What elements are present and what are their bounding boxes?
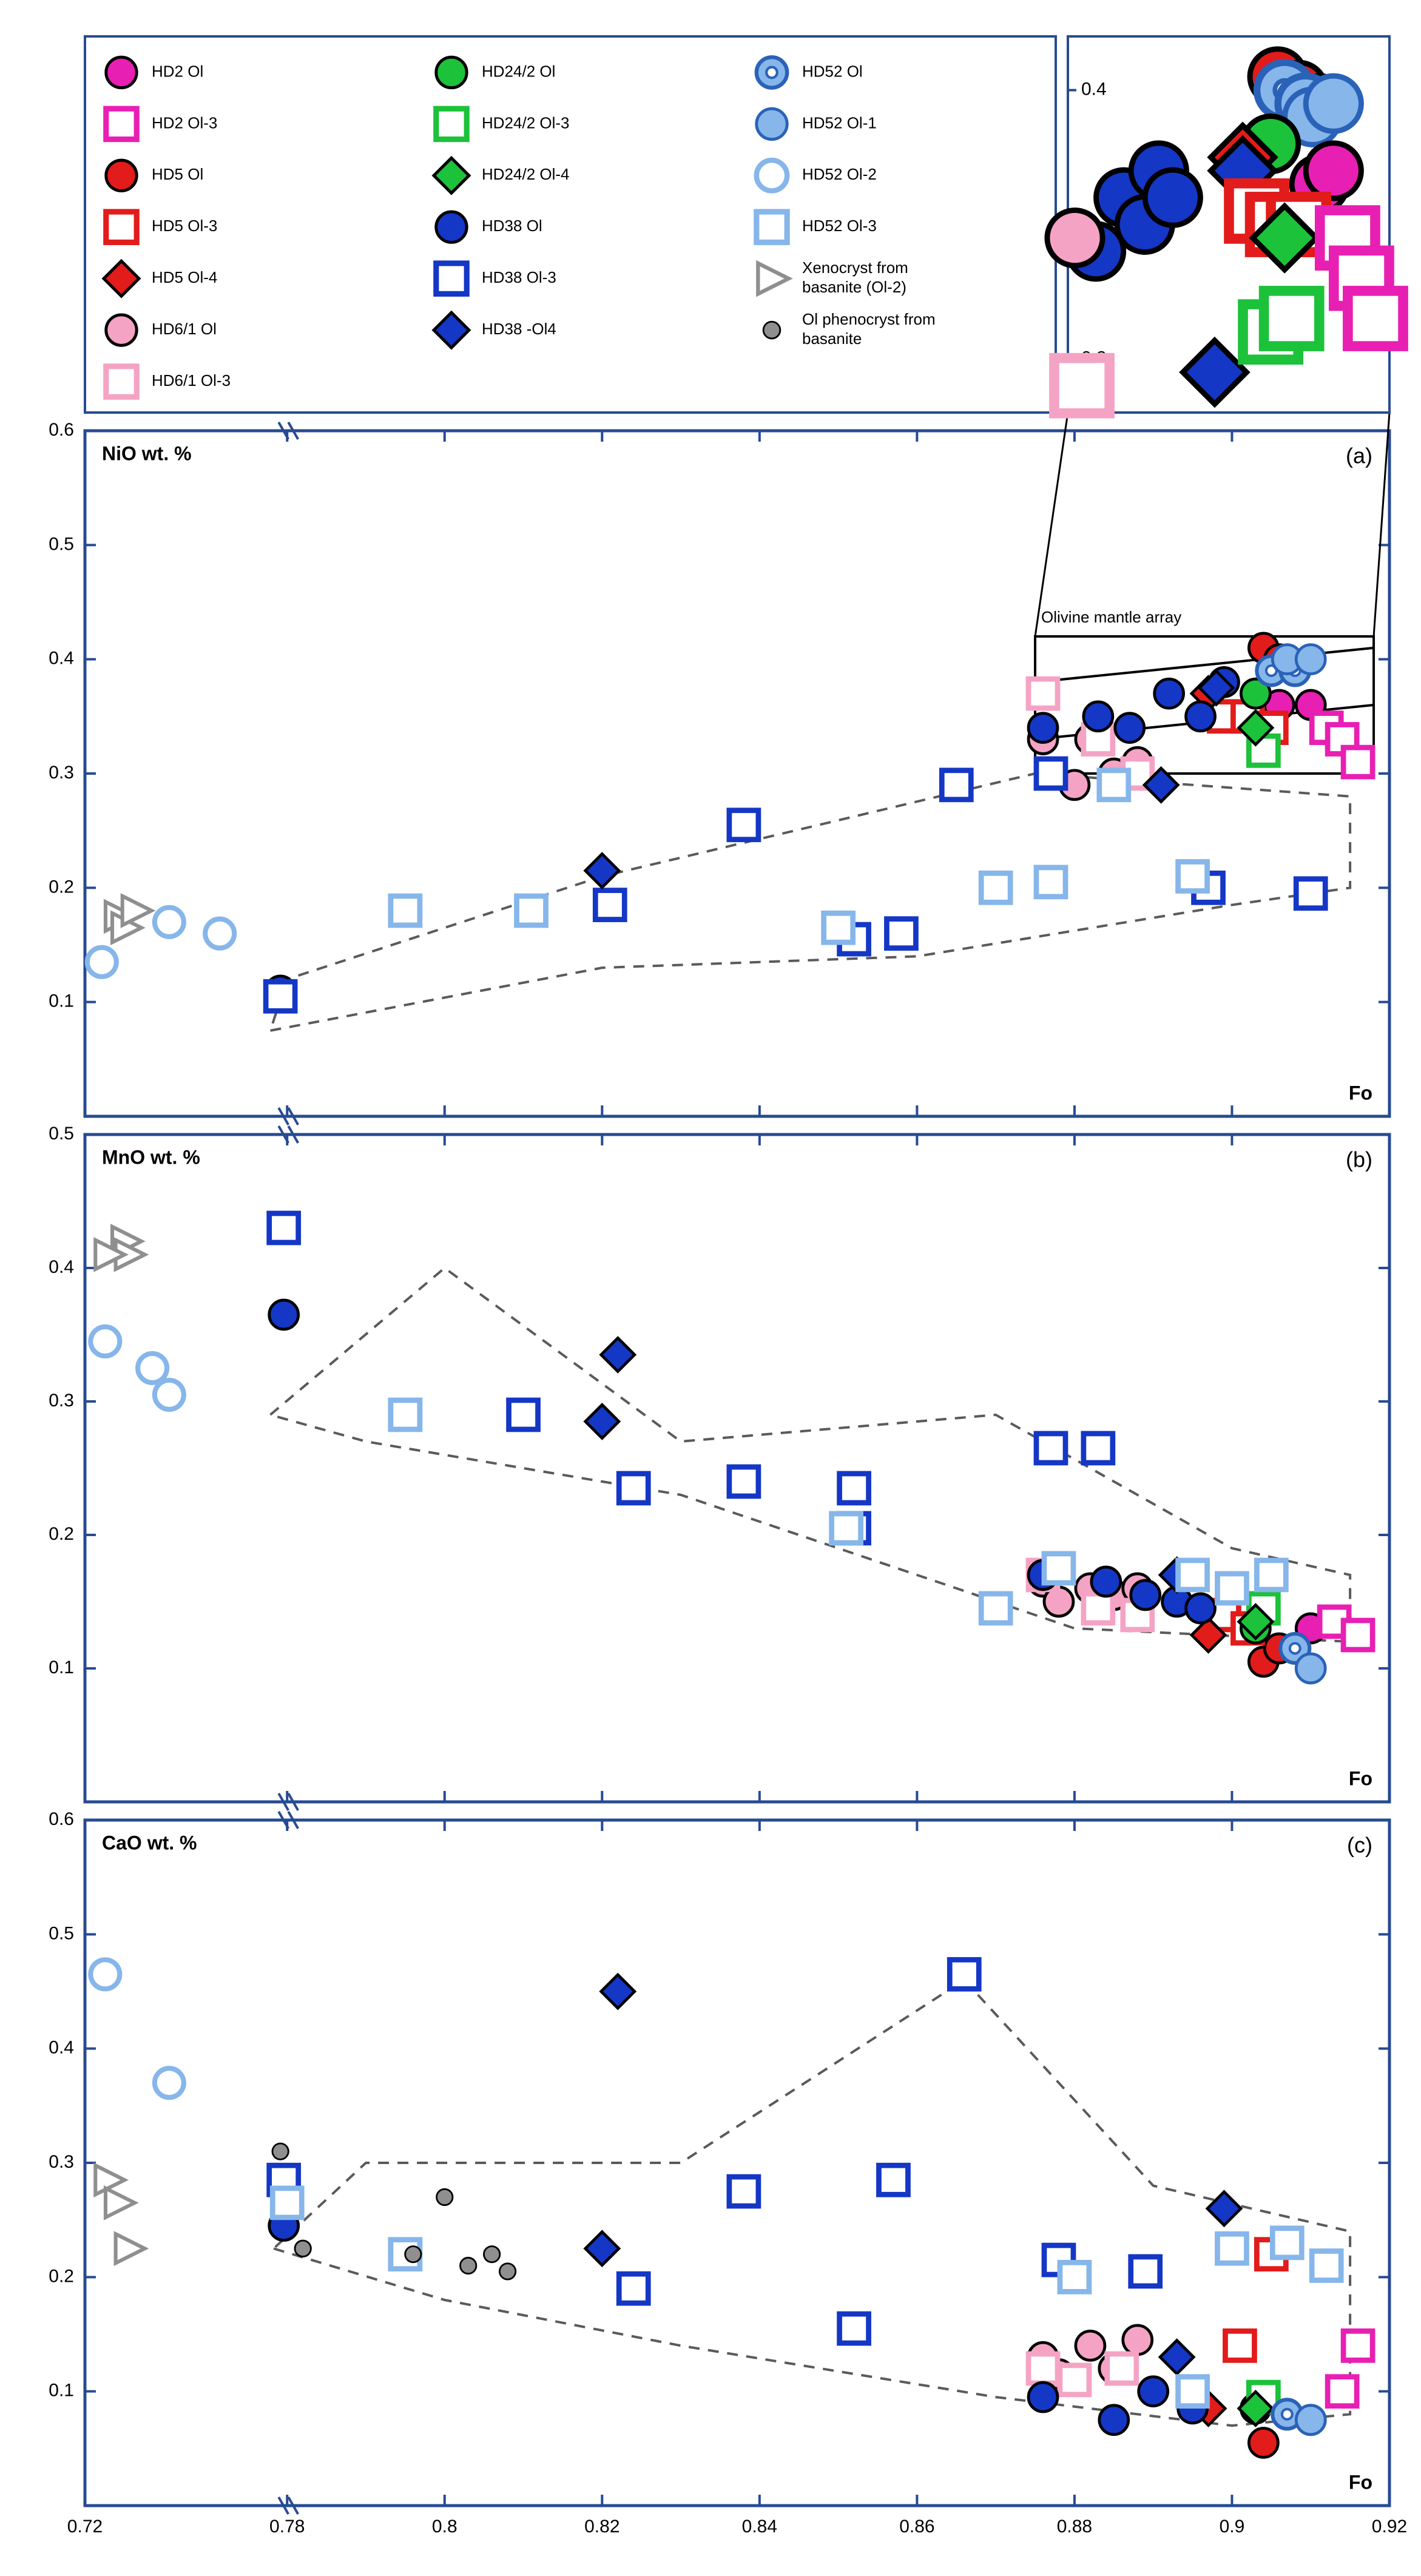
svg-text:0.1: 0.1 — [49, 2381, 74, 2401]
svg-text:0.82: 0.82 — [584, 2517, 619, 2537]
svg-text:0.78: 0.78 — [269, 2517, 305, 2537]
svg-text:HD24/2 Ol-3: HD24/2 Ol-3 — [482, 113, 570, 132]
svg-text:NiO wt. %: NiO wt. % — [102, 442, 192, 464]
svg-text:Xenocryst from: Xenocryst from — [802, 258, 908, 277]
figure: HD2 Ol HD24/2 Ol HD52 Ol HD2 Ol-3 HD24/2 Ol-… — [0, 0, 1421, 2576]
svg-text:0.72: 0.72 — [67, 2517, 103, 2537]
svg-text:MnO wt. %: MnO wt. % — [102, 1146, 200, 1168]
svg-text:0.5: 0.5 — [49, 534, 74, 554]
svg-text:HD52 Ol-3: HD52 Ol-3 — [802, 217, 877, 235]
svg-text:HD38 Ol: HD38 Ol — [482, 217, 542, 235]
svg-text:0.1: 0.1 — [49, 991, 74, 1011]
svg-text:0.86: 0.86 — [899, 2517, 934, 2537]
svg-text:0.84: 0.84 — [742, 2517, 777, 2537]
svg-text:HD52 Ol-1: HD52 Ol-1 — [802, 113, 877, 132]
svg-text:basanite (Ol-2): basanite (Ol-2) — [802, 278, 906, 296]
svg-text:HD5 Ol-3: HD5 Ol-3 — [152, 217, 217, 235]
svg-text:HD52 Ol-2: HD52 Ol-2 — [802, 165, 877, 183]
svg-text:basanite: basanite — [802, 329, 862, 348]
svg-text:Fo: Fo — [1349, 1767, 1372, 1789]
svg-text:HD38 -Ol4: HD38 -Ol4 — [482, 320, 556, 338]
svg-text:(b): (b) — [1346, 1147, 1372, 1172]
svg-text:HD6/1 Ol: HD6/1 Ol — [152, 320, 217, 338]
svg-text:0.3: 0.3 — [49, 1391, 74, 1411]
svg-text:0.2: 0.2 — [49, 2266, 74, 2286]
svg-text:HD24/2 Ol: HD24/2 Ol — [482, 62, 555, 80]
svg-text:Ol phenocryst from: Ol phenocryst from — [802, 310, 936, 328]
svg-text:Olivine mantle array: Olivine mantle array — [1041, 608, 1181, 626]
svg-text:0.5: 0.5 — [49, 1923, 74, 1943]
panel-c: 0.1 0.2 0.3 0.4 0.5 0.6 CaO wt. % (c) Fo 0.72 0.78… — [49, 1809, 1407, 2537]
svg-text:0.6: 0.6 — [49, 420, 74, 440]
svg-text:HD2 Ol: HD2 Ol — [152, 62, 203, 80]
svg-text:0.6: 0.6 — [49, 1809, 74, 1829]
svg-text:Fo: Fo — [1349, 1082, 1372, 1104]
svg-text:0.5: 0.5 — [49, 1124, 74, 1144]
svg-text:0.4: 0.4 — [1081, 79, 1107, 99]
svg-text:0.1: 0.1 — [49, 1657, 74, 1677]
svg-text:0.4: 0.4 — [49, 1257, 74, 1277]
svg-text:Fo: Fo — [1349, 2471, 1372, 2493]
svg-text:HD5 Ol: HD5 Ol — [152, 165, 203, 183]
legend-box — [85, 36, 1056, 413]
svg-text:0.8: 0.8 — [432, 2517, 457, 2537]
svg-text:(a): (a) — [1346, 443, 1372, 468]
svg-text:HD24/2 Ol-4: HD24/2 Ol-4 — [482, 165, 570, 183]
panel-b: 0.1 0.2 0.3 0.4 0.5 MnO wt. % (b) Fo — [49, 1124, 1389, 1810]
svg-text:0.3: 0.3 — [49, 2152, 74, 2172]
svg-text:0.2: 0.2 — [49, 877, 74, 897]
svg-text:HD2 Ol-3: HD2 Ol-3 — [152, 113, 217, 132]
svg-text:HD5 Ol-4: HD5 Ol-4 — [152, 268, 217, 286]
svg-text:0.4: 0.4 — [49, 649, 74, 669]
svg-text:0.9: 0.9 — [1220, 2517, 1245, 2537]
svg-text:CaO wt. %: CaO wt. % — [102, 1832, 197, 1853]
svg-text:(c): (c) — [1347, 1833, 1372, 1858]
svg-text:0.3: 0.3 — [49, 763, 74, 783]
svg-text:HD52 Ol: HD52 Ol — [802, 62, 863, 80]
svg-text:0.92: 0.92 — [1372, 2517, 1407, 2537]
svg-text:0.2: 0.2 — [49, 1524, 74, 1544]
svg-text:0.4: 0.4 — [49, 2038, 74, 2058]
svg-text:0.88: 0.88 — [1057, 2517, 1092, 2537]
svg-text:HD6/1 Ol-3: HD6/1 Ol-3 — [152, 371, 231, 389]
panel-a: 0.1 0.2 0.3 0.4 0.5 0.6 NiO wt. % (a) Fo Olivine … — [49, 413, 1389, 1125]
svg-text:HD38 Ol-3: HD38 Ol-3 — [482, 268, 556, 286]
